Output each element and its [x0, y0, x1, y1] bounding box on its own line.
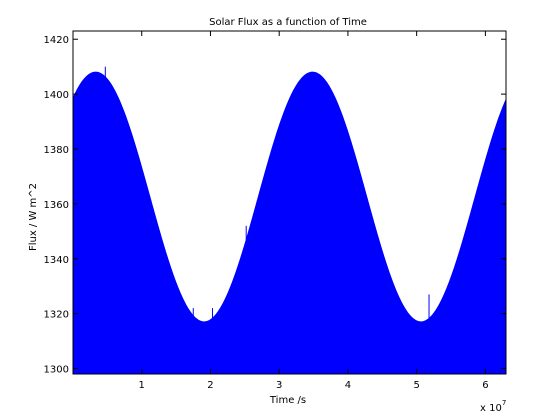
axes-box [72, 30, 507, 375]
x-tick-label: 1 [139, 380, 145, 391]
x-tick-label: 3 [276, 380, 282, 391]
x-axis-ticks: 1 2 3 4 5 6 [139, 31, 489, 391]
y-tick-label: 1400 [44, 90, 69, 101]
y-tick-label: 1380 [44, 145, 69, 156]
y-tick-label: 1360 [44, 200, 69, 211]
y-tick-label: 1300 [44, 365, 69, 376]
y-tick-label: 1420 [44, 35, 69, 46]
flux-area [72, 71, 507, 375]
x-tick-label: 4 [345, 380, 351, 391]
plot-area [72, 30, 507, 375]
x-tick-label: 2 [207, 380, 213, 391]
x-axis-multiplier: x 107 [480, 399, 506, 414]
y-tick-label: 1320 [44, 310, 69, 321]
x-axis-multiplier-base: x 10 [480, 403, 502, 414]
chart-title: Solar Flux as a function of Time [209, 17, 367, 28]
x-axis-label: Time /s [269, 395, 306, 406]
x-axis-multiplier-exponent: 7 [502, 399, 506, 407]
y-tick-label: 1340 [44, 255, 69, 266]
y-axis-ticks: 1300 1320 1340 1360 1380 1400 1420 [44, 35, 506, 376]
x-tick-label: 6 [482, 380, 488, 391]
x-tick-label: 5 [413, 380, 419, 391]
y-axis-label: Flux / W m^2 [28, 183, 39, 251]
